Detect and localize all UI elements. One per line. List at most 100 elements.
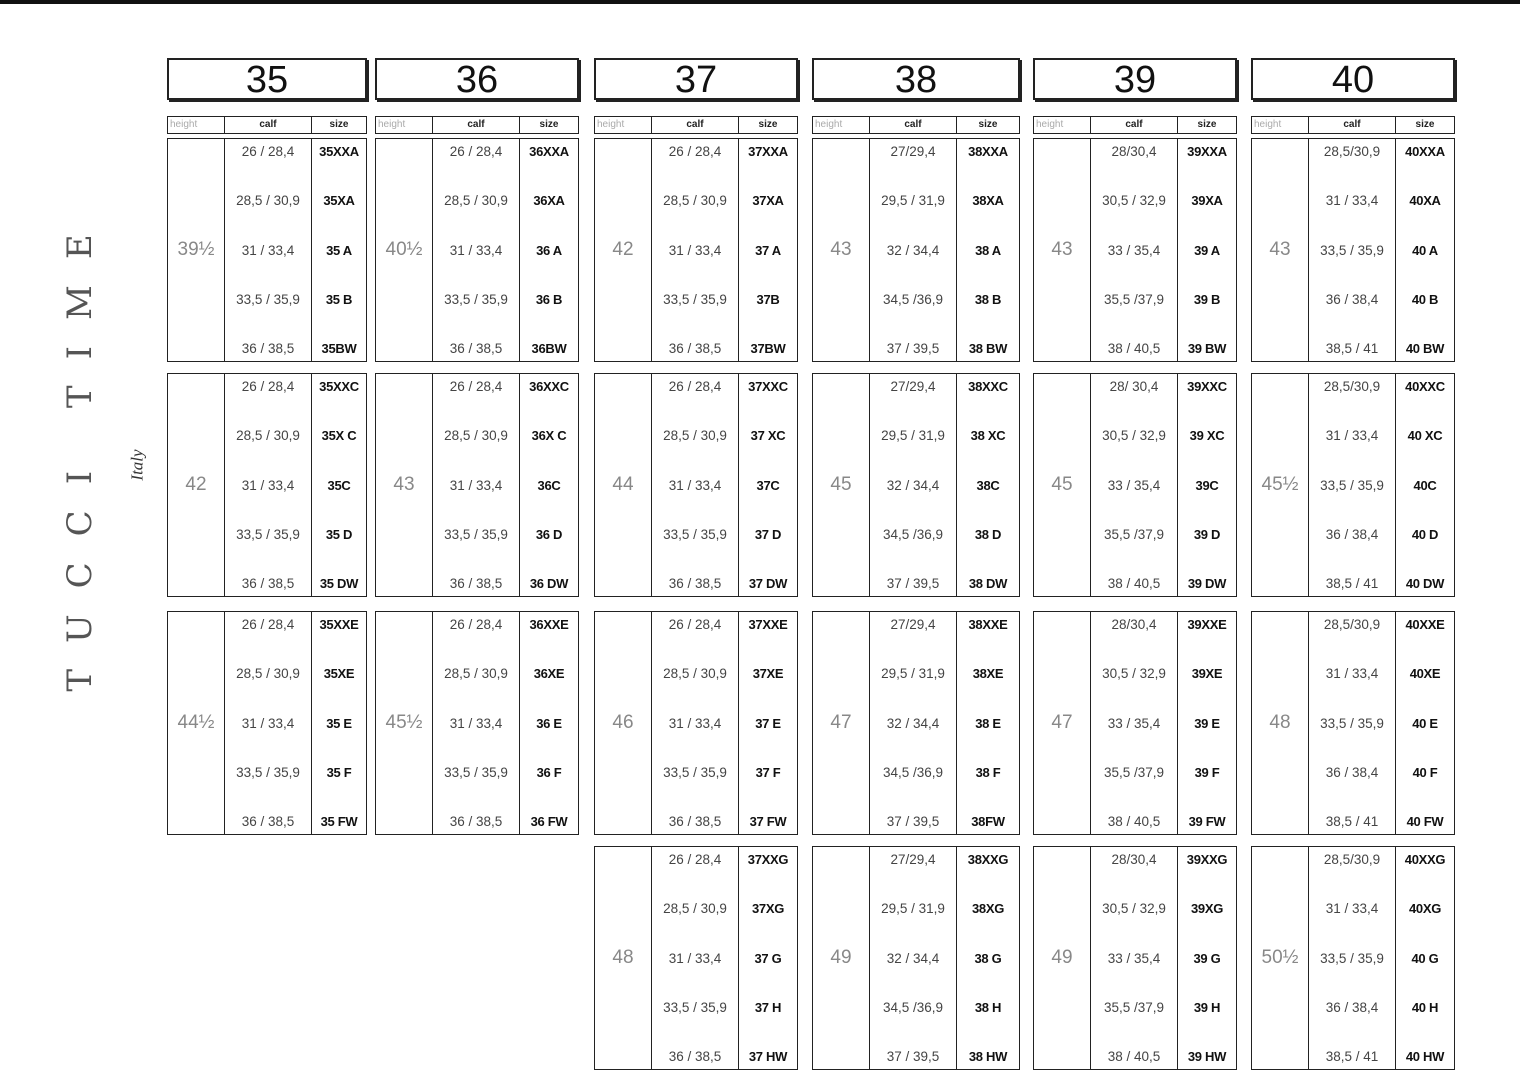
calf-range: 31 / 33,4 <box>241 715 295 731</box>
size-code: 38 XC <box>970 428 1006 444</box>
size-code: 36XA <box>533 193 565 209</box>
size-list: 39XXG 39XG 39 G 39 H 39 HW <box>1178 847 1236 1069</box>
size-code: 38 A <box>975 242 1001 258</box>
height-text: 49 <box>1051 947 1073 968</box>
size-code: 37XXE <box>748 617 788 632</box>
calf-range: 38 / 40,5 <box>1107 814 1161 829</box>
height-text: 48 <box>612 947 634 968</box>
calf-range: 36 / 38,4 <box>1325 526 1379 542</box>
calf-list: 28/ 30,4 30,5 / 32,9 33 / 35,4 35,5 /37,9 38… <box>1091 374 1178 596</box>
height-group: 42 26 / 28,4 28,5 / 30,9 31 / 33,4 33,5 / 35… <box>167 373 367 597</box>
calf-range: 33,5 / 35,9 <box>444 764 508 780</box>
label-calf: calf <box>225 117 312 133</box>
calf-range: 31 / 33,4 <box>668 477 722 493</box>
calf-range: 28,5 / 30,9 <box>236 428 300 444</box>
size-code: 40XE <box>1409 666 1441 682</box>
size-code: 38FW <box>971 814 1005 829</box>
calf-range: 36 / 38,5 <box>241 814 295 829</box>
height-group: 48 28,5/30,9 31 / 33,4 33,5 / 35,9 36 / 38,4… <box>1251 611 1455 835</box>
size-list: 36XXC 36X C 36C 36 D 36 DW <box>520 374 578 596</box>
height-group: 45½ 28,5/30,9 31 / 33,4 33,5 / 35,9 36 / 38,… <box>1251 373 1455 597</box>
size-code: 36 F <box>536 764 562 780</box>
height-text: 50½ <box>1261 947 1299 968</box>
calf-range: 28,5/30,9 <box>1323 852 1381 867</box>
calf-range: 28,5/30,9 <box>1323 379 1381 394</box>
calf-range: 31 / 33,4 <box>241 477 295 493</box>
size-code: 38 DW <box>968 576 1008 591</box>
calf-list: 28,5/30,9 31 / 33,4 33,5 / 35,9 36 / 38,4 38… <box>1309 847 1396 1069</box>
size-code: 37BW <box>750 341 786 356</box>
calf-range: 26 / 28,4 <box>241 617 295 632</box>
height-text: 44 <box>612 474 634 495</box>
top-border <box>0 0 1520 4</box>
calf-range: 26 / 28,4 <box>241 144 295 159</box>
calf-range: 28,5 / 30,9 <box>663 428 727 444</box>
size-code: 37XE <box>752 666 784 682</box>
calf-range: 26 / 28,4 <box>668 379 722 394</box>
size-code: 38XG <box>971 901 1005 917</box>
calf-range: 34,5 /36,9 <box>882 526 944 542</box>
calf-range: 28,5 / 30,9 <box>663 666 727 682</box>
size-code: 38 G <box>974 950 1002 966</box>
size-code: 36XE <box>533 666 565 682</box>
shoe-size-header: 35 <box>167 58 367 100</box>
calf-range: 28/30,4 <box>1111 144 1157 159</box>
calf-range: 33,5 / 35,9 <box>663 764 727 780</box>
height-text: 45½ <box>1261 474 1299 495</box>
height-text: 42 <box>612 239 634 260</box>
label-size: size <box>1197 119 1217 130</box>
size-code: 40C <box>1413 477 1437 493</box>
calf-range: 36 / 38,4 <box>1325 999 1379 1015</box>
height-value: 44 <box>595 374 652 596</box>
size-code: 35XE <box>323 666 355 682</box>
size-code: 40XG <box>1408 901 1442 917</box>
calf-range: 33,5 / 35,9 <box>444 526 508 542</box>
size-code: 39XA <box>1191 193 1223 209</box>
calf-range: 35,5 /37,9 <box>1103 291 1165 307</box>
calf-range: 29,5 / 31,9 <box>881 666 945 682</box>
calf-range: 38,5 / 41 <box>1325 1049 1379 1064</box>
size-code: 36 FW <box>530 814 568 829</box>
height-value: 43 <box>376 374 433 596</box>
size-code: 35 FW <box>320 814 358 829</box>
height-text: 40½ <box>385 239 423 260</box>
calf-list: 27/29,4 29,5 / 31,9 32 / 34,4 34,5 /36,9 37 … <box>870 612 957 834</box>
size-code: 37XG <box>751 901 785 917</box>
size-code: 39C <box>1195 477 1219 493</box>
size-code: 37 E <box>755 715 781 731</box>
calf-range: 26 / 28,4 <box>668 144 722 159</box>
size-code: 39 HW <box>1187 1049 1227 1064</box>
height-value: 47 <box>813 612 870 834</box>
calf-list: 28/30,4 30,5 / 32,9 33 / 35,4 35,5 /37,9 38 … <box>1091 847 1178 1069</box>
height-text: 43 <box>1051 239 1073 260</box>
height-text: 47 <box>1051 712 1073 733</box>
calf-range: 36 / 38,5 <box>241 576 295 591</box>
size-code: 40 D <box>1411 526 1439 542</box>
shoe-size-header: 40 <box>1251 58 1455 100</box>
calf-range: 30,5 / 32,9 <box>1102 666 1166 682</box>
calf-range: 38 / 40,5 <box>1107 576 1161 591</box>
label-height: height <box>813 117 870 133</box>
calf-range: 36 / 38,5 <box>449 814 503 829</box>
calf-range: 36 / 38,5 <box>668 1049 722 1064</box>
calf-range: 28,5 / 30,9 <box>444 428 508 444</box>
calf-range: 28,5/30,9 <box>1323 617 1381 632</box>
calf-list: 27/29,4 29,5 / 31,9 32 / 34,4 34,5 /36,9 37 … <box>870 139 957 361</box>
height-text: 45 <box>830 474 852 495</box>
height-text: 49 <box>830 947 852 968</box>
calf-range: 28/30,4 <box>1111 617 1157 632</box>
size-code: 37 HW <box>748 1049 788 1064</box>
height-group: 43 26 / 28,4 28,5 / 30,9 31 / 33,4 33,5 / 35… <box>375 373 579 597</box>
height-value: 45 <box>813 374 870 596</box>
size-code: 38 F <box>975 764 1001 780</box>
calf-range: 35,5 /37,9 <box>1103 999 1165 1015</box>
size-code: 37C <box>756 477 780 493</box>
calf-range: 28/ 30,4 <box>1109 379 1159 394</box>
size-code: 39 A <box>1194 242 1220 258</box>
size-code: 35C <box>327 477 351 493</box>
calf-list: 26 / 28,4 28,5 / 30,9 31 / 33,4 33,5 / 35,9… <box>652 847 739 1069</box>
calf-range: 30,5 / 32,9 <box>1102 428 1166 444</box>
height-value: 43 <box>813 139 870 361</box>
size-list: 38XXE 38XE 38 E 38 F 38FW <box>957 612 1019 834</box>
size-code: 37XXA <box>748 144 788 159</box>
